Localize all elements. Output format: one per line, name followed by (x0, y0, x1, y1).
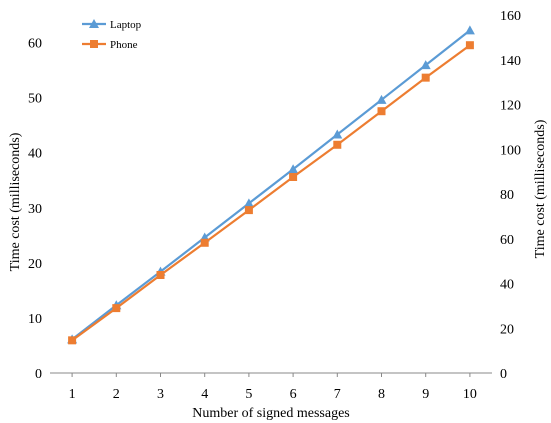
point-phone (421, 73, 430, 82)
point-phone (377, 107, 386, 116)
legend: Laptop Phone (82, 19, 142, 51)
x-tick-label: 7 (334, 387, 341, 402)
y-right-tick-label: 100 (500, 143, 521, 158)
x-axis-title: Number of signed messages (192, 406, 349, 421)
x-tick-label: 4 (201, 387, 208, 402)
x-tick-label: 6 (290, 387, 297, 402)
y-left-tick-label: 40 (28, 147, 42, 162)
point-laptop (376, 94, 387, 104)
y-right-tick-label: 0 (500, 367, 507, 382)
x-tick-label: 5 (245, 387, 252, 402)
y-left-tick-label: 50 (28, 92, 42, 107)
legend-marker-phone (90, 40, 98, 48)
y-right-tick-label: 40 (500, 278, 514, 293)
x-tick-label: 8 (378, 387, 385, 402)
y-axis-left-title: Time cost (milliseconds) (8, 132, 23, 271)
point-phone (200, 238, 209, 247)
point-laptop (464, 25, 475, 35)
y-left-tick-label: 0 (35, 367, 42, 382)
chart-marks (67, 25, 475, 345)
y-right-tick-label: 140 (500, 54, 521, 69)
y-left-tick-label: 10 (28, 312, 42, 327)
point-phone (333, 140, 342, 149)
x-tick-label: 3 (157, 387, 164, 402)
series-line-phone (71, 44, 471, 342)
series-line-laptop (71, 29, 471, 341)
point-phone (68, 336, 77, 345)
axes: 1 2 3 4 5 6 7 8 9 1001020304050600204060801001201… (28, 9, 521, 402)
x-tick-label: 2 (113, 387, 120, 402)
point-laptop (288, 164, 299, 174)
y-left-tick-label: 30 (28, 202, 42, 217)
point-phone (244, 206, 253, 215)
point-laptop (332, 129, 343, 139)
y-right-tick-label: 80 (500, 188, 514, 203)
legend-label-phone: Phone (110, 39, 138, 51)
point-laptop (243, 198, 254, 208)
point-phone (112, 304, 121, 313)
y-left-tick-label: 60 (28, 37, 42, 52)
y-right-tick-label: 120 (500, 99, 521, 114)
point-laptop (420, 60, 431, 70)
point-phone (289, 172, 298, 181)
point-phone (156, 270, 165, 279)
y-right-tick-label: 160 (500, 9, 521, 24)
x-tick-label: 1 (69, 387, 76, 402)
y-right-tick-label: 60 (500, 233, 514, 248)
y-right-tick-label: 20 (500, 322, 514, 337)
x-tick-label: 9 (422, 387, 429, 402)
point-phone (465, 41, 474, 50)
x-tick-label: 10 (463, 387, 477, 402)
legend-label-laptop: Laptop (110, 19, 142, 31)
legend-marker-laptop (89, 19, 99, 28)
y-axis-right-title: Time cost (milliseconds) (533, 119, 548, 258)
y-left-tick-label: 20 (28, 257, 42, 272)
